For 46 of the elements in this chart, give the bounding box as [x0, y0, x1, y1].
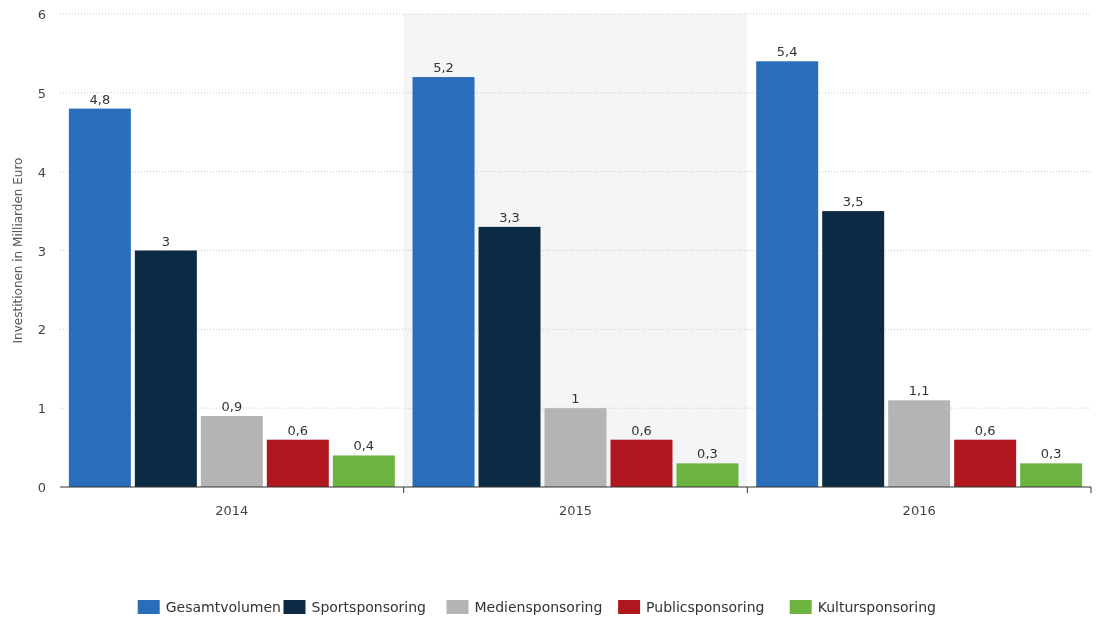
data-label: 3,3 [499, 209, 520, 225]
bar [610, 439, 673, 487]
legend-label: Publicsponsoring [646, 599, 765, 615]
x-tick-label: 2015 [558, 503, 593, 518]
data-label: 3 [161, 233, 170, 249]
bar [954, 439, 1017, 487]
data-label: 1 [571, 391, 580, 407]
data-label: 5,2 [433, 60, 454, 76]
data-label: 0,3 [697, 446, 718, 462]
bar [544, 408, 607, 487]
legend-label: Gesamtvolumen [165, 599, 281, 615]
bar [478, 226, 541, 487]
y-tick-label: 6 [37, 7, 46, 22]
bar [1020, 463, 1083, 487]
data-label: 5,4 [776, 44, 798, 60]
data-label: 0,6 [974, 422, 996, 438]
data-label: 0,4 [353, 438, 375, 454]
bar [200, 416, 263, 487]
bar [888, 400, 951, 487]
legend-label: Mediensponsoring [474, 599, 603, 615]
y-tick-label: 3 [37, 243, 46, 259]
bar [756, 61, 819, 487]
y-tick-label: 0 [37, 480, 46, 495]
y-tick-label: 5 [37, 85, 46, 101]
data-label: 0,6 [631, 422, 652, 438]
data-label: 3,5 [842, 194, 864, 210]
data-label: 0,9 [221, 399, 243, 415]
legend-label: Kultursponsoring [817, 599, 936, 615]
legend-label: Sportsponsoring [311, 599, 426, 615]
bar [822, 211, 885, 487]
bar [68, 108, 131, 487]
y-axis-title: Investitionen in Milliarden Euro [11, 157, 25, 344]
bar [676, 463, 739, 487]
bar [266, 439, 329, 487]
data-label: 0,3 [1040, 446, 1062, 462]
x-tick-label: 2016 [902, 503, 936, 518]
bar [134, 250, 197, 487]
y-tick-label: 1 [37, 401, 46, 417]
bar [412, 77, 475, 487]
x-tick-label: 2014 [215, 503, 249, 518]
data-label: 4,8 [89, 91, 111, 107]
y-tick-label: 2 [37, 322, 46, 338]
data-label: 1,1 [908, 383, 930, 399]
bar [332, 455, 395, 487]
data-label: 0,6 [287, 422, 309, 438]
y-tick-label: 4 [37, 164, 46, 180]
